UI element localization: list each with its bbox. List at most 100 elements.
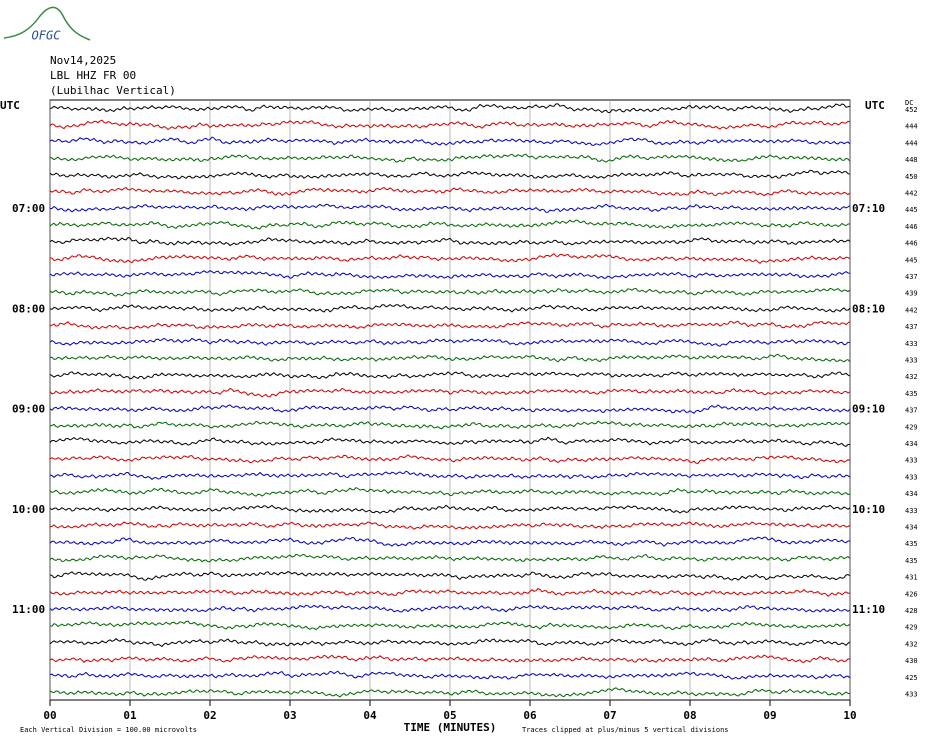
dc-value: 425: [905, 674, 918, 682]
trace: [49, 670, 851, 680]
left-hour: 08:00: [12, 302, 45, 315]
dc-value: 437: [905, 407, 918, 415]
dc-value: 428: [905, 607, 918, 615]
right-hour: 08:10: [852, 302, 885, 315]
dc-value: 426: [905, 590, 918, 598]
dc-value: 435: [905, 390, 918, 398]
dc-value: 433: [905, 507, 918, 515]
dc-value: 434: [905, 490, 918, 498]
trace: [49, 303, 851, 313]
trace: [49, 536, 851, 547]
dc-value: 442: [905, 190, 918, 198]
trace: [49, 371, 851, 380]
dc-value: 435: [905, 540, 918, 548]
trace: [49, 570, 851, 581]
x-tick-label: 10: [843, 709, 856, 722]
trace: [49, 320, 851, 330]
dc-value: 432: [905, 640, 918, 648]
trace: [49, 454, 851, 464]
date: Nov14,2025: [50, 54, 116, 67]
dc-value: 445: [905, 206, 918, 214]
x-tick-label: 06: [523, 709, 537, 722]
trace: [49, 236, 851, 247]
dc-value: 430: [905, 657, 918, 665]
trace: [49, 687, 851, 698]
dc-value: 444: [905, 123, 918, 131]
trace: [49, 353, 851, 363]
dc-value: 433: [905, 457, 918, 465]
dc-value: 429: [905, 624, 918, 632]
trace: [49, 287, 851, 297]
dc-value: 437: [905, 323, 918, 331]
dc-header: DC: [905, 99, 913, 107]
dc-value: 433: [905, 473, 918, 481]
trace: [49, 153, 851, 163]
right-timezone: UTC: [865, 99, 885, 112]
x-tick-label: 07: [603, 709, 616, 722]
x-tick-label: 02: [203, 709, 216, 722]
trace: [49, 521, 851, 530]
right-hour: 07:10: [852, 202, 885, 215]
dc-value: 446: [905, 223, 918, 231]
left-hour: 07:00: [12, 202, 45, 215]
logo-curve: [3, 6, 91, 41]
trace: [49, 420, 851, 430]
dc-value: 433: [905, 340, 918, 348]
dc-value: 432: [905, 373, 918, 381]
x-tick-label: 09: [763, 709, 776, 722]
dc-value: 433: [905, 357, 918, 365]
dc-value: 442: [905, 306, 918, 314]
x-tick-label: 00: [43, 709, 56, 722]
left-hour: 10:00: [12, 503, 45, 516]
dc-value: 450: [905, 173, 918, 181]
trace: [49, 269, 851, 280]
logo: OFGC: [32, 29, 62, 43]
trace: [49, 404, 851, 414]
dc-value: 439: [905, 290, 918, 298]
dc-value: 445: [905, 256, 918, 264]
trace: [49, 119, 851, 131]
trace: [49, 103, 851, 114]
trace: [49, 203, 851, 213]
trace: [49, 219, 851, 230]
dc-value: 448: [905, 156, 918, 164]
dc-value: 431: [905, 574, 918, 582]
location: (Lubilhac Vertical): [50, 84, 176, 97]
trace: [49, 136, 851, 146]
trace: [49, 604, 851, 613]
trace: [49, 654, 851, 663]
trace: [49, 553, 851, 563]
x-tick-label: 08: [683, 709, 696, 722]
division-note: Each Vertical Division = 100.00 microvol…: [20, 726, 197, 734]
dc-value: 435: [905, 557, 918, 565]
dc-value: 452: [905, 106, 918, 114]
dc-value: 434: [905, 440, 918, 448]
x-tick-label: 03: [283, 709, 296, 722]
trace: [49, 470, 851, 480]
left-hour: 09:00: [12, 403, 45, 416]
trace: [49, 387, 851, 398]
dc-value: 437: [905, 273, 918, 281]
dc-value: 433: [905, 691, 918, 699]
trace: [49, 186, 851, 197]
right-hour: 10:10: [852, 503, 885, 516]
dc-value: 446: [905, 240, 918, 248]
trace: [49, 638, 851, 648]
trace: [49, 169, 851, 180]
x-label: TIME (MINUTES): [404, 721, 497, 734]
dc-value: 444: [905, 139, 918, 147]
right-hour: 11:10: [852, 603, 885, 616]
trace: [49, 253, 851, 264]
x-tick-label: 05: [443, 709, 456, 722]
trace: [49, 436, 851, 447]
trace: [49, 620, 851, 631]
trace: [49, 504, 851, 514]
left-hour: 11:00: [12, 603, 45, 616]
station: LBL HHZ FR 00: [50, 69, 136, 82]
clipping-note: Traces clipped at plus/minus 5 vertical …: [522, 726, 729, 734]
dc-value: 429: [905, 423, 918, 431]
dc-value: 434: [905, 524, 918, 532]
trace: [49, 486, 851, 497]
x-tick-label: 04: [363, 709, 377, 722]
